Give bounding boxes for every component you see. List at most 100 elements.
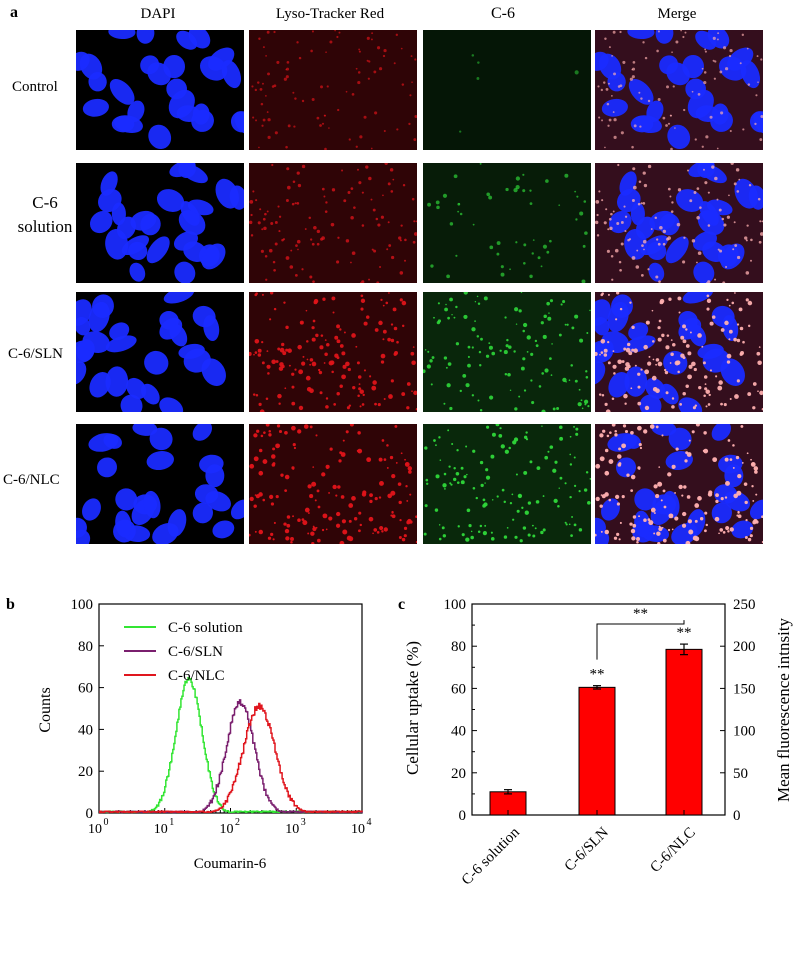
c6-spot [460, 466, 464, 470]
lysosome-spot [752, 499, 755, 502]
lysosome-spot [258, 448, 263, 453]
lysosome-spot [396, 340, 399, 344]
c6-spot [536, 466, 541, 470]
lyso-background [249, 30, 417, 150]
lysosome-spot [322, 297, 326, 301]
lysosome-spot [622, 60, 626, 64]
c6-spot [447, 362, 452, 366]
c6-spot [450, 483, 453, 486]
c6-spot [523, 435, 528, 439]
lysosome-spot [657, 326, 661, 330]
c6-spot [486, 192, 491, 197]
nucleus [76, 51, 90, 71]
lysosome-spot [647, 361, 652, 366]
lysosome-spot [743, 482, 748, 486]
lysosome-spot [319, 391, 323, 395]
lysosome-spot [685, 540, 691, 544]
lyso-background [249, 424, 417, 544]
panel-c-ytick-label: 0 [459, 808, 467, 824]
c6-spot [532, 534, 536, 538]
c6-spot [547, 450, 550, 453]
lysosome-spot [266, 364, 271, 369]
lysosome-spot [689, 199, 693, 203]
lysosome-spot [598, 393, 602, 396]
lysosome-spot [657, 361, 663, 367]
lysosome-spot [413, 232, 417, 236]
lysosome-spot [355, 345, 358, 348]
c6-spot [477, 530, 481, 534]
lysosome-spot [411, 390, 413, 393]
lysosome-spot [390, 379, 394, 383]
nucleus [697, 343, 724, 359]
lysosome-spot [661, 333, 665, 338]
c6-spot [429, 359, 433, 363]
lysosome-spot [408, 122, 411, 126]
c6-spot [476, 77, 480, 80]
lysosome-spot [325, 405, 329, 409]
lysosome-spot [298, 405, 304, 411]
c6-spot [520, 366, 525, 371]
lysosome-spot [662, 116, 666, 120]
c6-spot [427, 202, 432, 207]
c6-spot [570, 534, 573, 538]
micrograph-r0-c0 [76, 30, 244, 150]
lysosome-spot [310, 238, 313, 241]
lysosome-spot [345, 239, 350, 243]
lysosome-spot [726, 215, 730, 219]
lysosome-spot [697, 496, 702, 501]
panel-b-legend-label: C-6/NLC [168, 668, 225, 684]
lysosome-spot [307, 512, 310, 514]
c6-spot [424, 504, 428, 508]
lysosome-spot [365, 315, 370, 319]
lysosome-spot [306, 386, 312, 392]
lysosome-spot [291, 425, 296, 431]
lysosome-spot [664, 370, 669, 375]
lysosome-spot [630, 430, 634, 435]
lysosome-spot [328, 127, 330, 129]
lysosome-spot [299, 320, 304, 325]
lysosome-spot [270, 222, 274, 226]
panel-b-xtick-label: 10 [351, 822, 365, 837]
lysosome-spot [604, 146, 606, 149]
lysosome-spot [405, 462, 409, 466]
lysosome-spot [687, 519, 693, 524]
nucleus [192, 305, 216, 328]
lysosome-spot [316, 538, 321, 543]
lysosome-spot [274, 242, 278, 246]
nucleus [88, 301, 110, 333]
lysosome-spot [361, 403, 365, 406]
lysosome-spot [316, 229, 321, 234]
lysosome-spot [699, 517, 704, 521]
lysosome-spot [596, 234, 600, 237]
lysosome-spot [612, 30, 616, 34]
lysosome-spot [618, 538, 621, 541]
lysosome-spot [738, 307, 743, 312]
lysosome-spot [603, 353, 608, 357]
c6-spot [553, 498, 558, 503]
lysosome-spot [662, 538, 667, 543]
micrograph-r3-c0 [76, 424, 244, 544]
lysosome-spot [265, 278, 268, 281]
nucleus [630, 202, 645, 226]
lysosome-spot [737, 514, 742, 519]
c6-spot [568, 379, 571, 382]
lysosome-spot [301, 361, 306, 366]
lysosome-spot [595, 463, 601, 469]
c6-spot [476, 295, 479, 298]
c6-spot [534, 527, 537, 530]
lysosome-spot [704, 511, 708, 515]
row-label-control: Control [12, 79, 58, 95]
c6-spot [465, 383, 470, 388]
lysosome-spot [614, 433, 618, 437]
c6-spot [540, 321, 544, 325]
lysosome-spot [294, 274, 298, 277]
lysosome-spot [275, 495, 279, 499]
lysosome-spot [380, 298, 383, 302]
column-header-merge: Merge [658, 6, 697, 22]
lysosome-spot [284, 430, 288, 435]
lysosome-spot [704, 181, 708, 185]
lysosome-spot [608, 118, 612, 122]
lysosome-spot [682, 260, 686, 264]
lysosome-spot [699, 206, 702, 209]
